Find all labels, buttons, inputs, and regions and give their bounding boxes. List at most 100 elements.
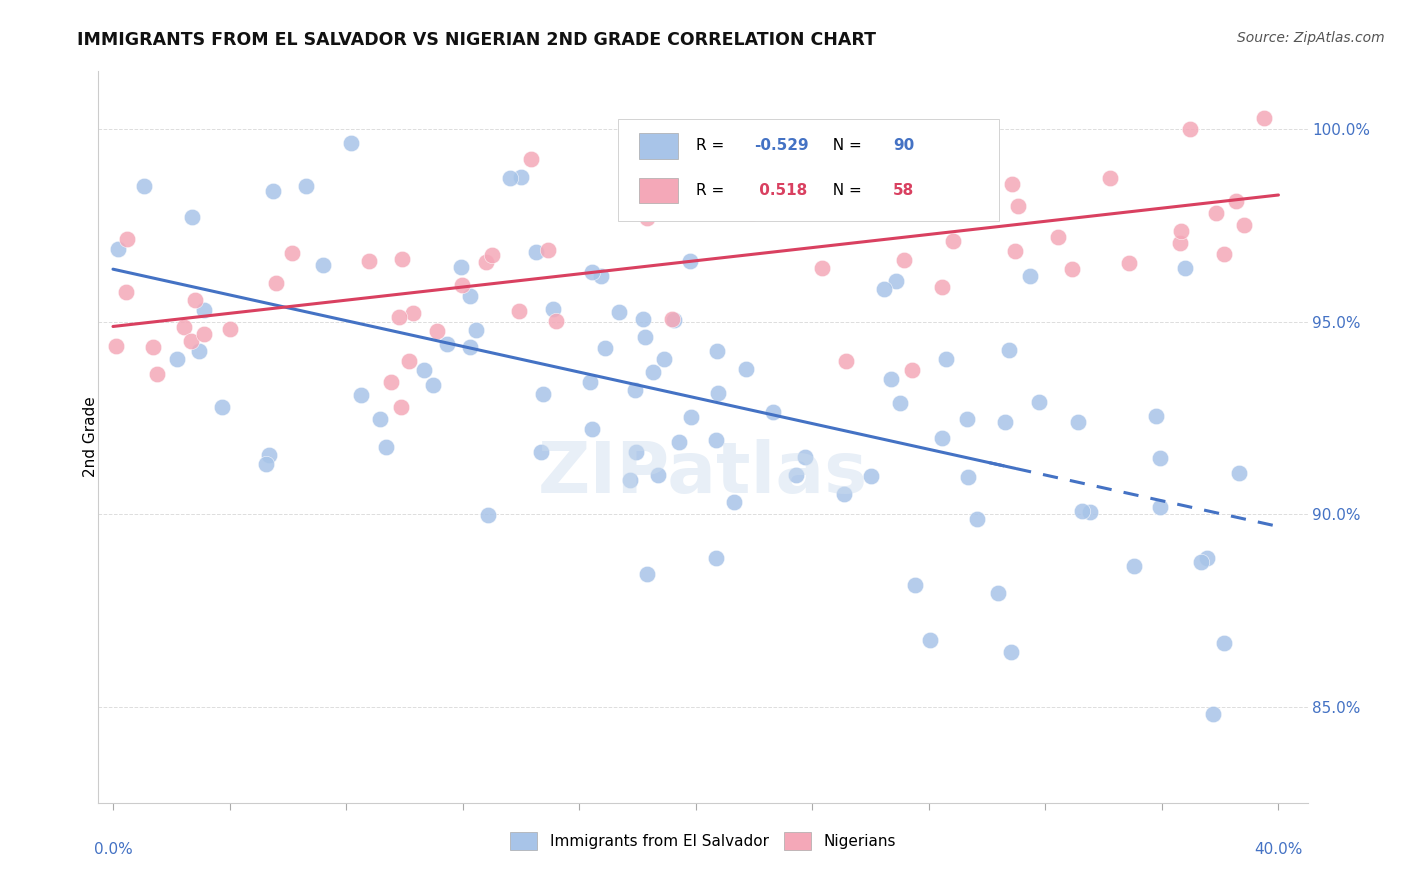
- Point: [1019, 268, 1042, 283]
- Point: [520, 152, 543, 166]
- Point: [350, 388, 373, 402]
- Text: 90: 90: [893, 138, 914, 153]
- Point: [641, 365, 664, 379]
- Point: [1028, 395, 1050, 409]
- Point: [619, 474, 641, 488]
- Legend: Immigrants from El Salvador, Nigerians: Immigrants from El Salvador, Nigerians: [510, 832, 896, 850]
- Y-axis label: 2nd Grade: 2nd Grade: [83, 397, 97, 477]
- Point: [1118, 256, 1140, 270]
- Point: [706, 344, 728, 359]
- Point: [1195, 551, 1218, 566]
- Point: [180, 210, 202, 224]
- Point: [180, 334, 202, 348]
- Point: [889, 396, 911, 410]
- Text: ZIPatlas: ZIPatlas: [538, 439, 868, 508]
- Point: [893, 253, 915, 268]
- Point: [389, 400, 412, 414]
- Point: [499, 170, 522, 185]
- Point: [1233, 218, 1256, 232]
- Text: Source: ZipAtlas.com: Source: ZipAtlas.com: [1237, 31, 1385, 45]
- Point: [145, 367, 167, 381]
- Point: [681, 409, 703, 424]
- Text: -0.529: -0.529: [754, 138, 808, 153]
- Point: [624, 383, 647, 397]
- Text: R =: R =: [696, 138, 728, 153]
- Point: [987, 585, 1010, 599]
- Text: 0.0%: 0.0%: [94, 842, 132, 856]
- Point: [508, 304, 530, 318]
- Point: [998, 343, 1021, 357]
- Text: R =: R =: [696, 183, 728, 198]
- Point: [187, 343, 209, 358]
- Point: [166, 351, 188, 366]
- Point: [624, 445, 647, 459]
- Text: 0.518: 0.518: [754, 183, 807, 198]
- Point: [451, 278, 474, 293]
- Text: 58: 58: [893, 183, 914, 198]
- Point: [450, 260, 472, 274]
- Point: [465, 324, 488, 338]
- Point: [1212, 636, 1234, 650]
- Point: [723, 495, 745, 509]
- Point: [530, 445, 553, 459]
- Point: [183, 293, 205, 307]
- Point: [1060, 262, 1083, 277]
- Point: [254, 458, 277, 472]
- Point: [652, 352, 675, 367]
- Point: [264, 277, 287, 291]
- Point: [811, 260, 834, 275]
- Text: N =: N =: [823, 138, 866, 153]
- Point: [1149, 450, 1171, 465]
- Point: [510, 169, 533, 184]
- Point: [402, 306, 425, 320]
- Text: IMMIGRANTS FROM EL SALVADOR VS NIGERIAN 2ND GRADE CORRELATION CHART: IMMIGRANTS FROM EL SALVADOR VS NIGERIAN …: [77, 31, 876, 49]
- Point: [581, 265, 603, 279]
- Point: [668, 434, 690, 449]
- Point: [879, 372, 901, 386]
- Point: [994, 415, 1017, 429]
- Point: [631, 312, 654, 326]
- Point: [589, 268, 612, 283]
- Point: [607, 305, 630, 319]
- Point: [481, 247, 503, 261]
- Point: [1067, 415, 1090, 429]
- Point: [436, 337, 458, 351]
- Point: [475, 254, 498, 268]
- FancyBboxPatch shape: [638, 133, 678, 159]
- Point: [281, 246, 304, 260]
- Point: [636, 567, 658, 582]
- Point: [1170, 224, 1192, 238]
- Point: [707, 386, 730, 401]
- Point: [398, 354, 420, 368]
- Point: [859, 469, 882, 483]
- Point: [893, 203, 915, 218]
- Point: [388, 310, 411, 324]
- Point: [634, 329, 657, 343]
- Point: [380, 375, 402, 389]
- FancyBboxPatch shape: [638, 178, 678, 203]
- Point: [107, 243, 129, 257]
- Point: [873, 282, 896, 296]
- Point: [1047, 230, 1070, 244]
- Point: [806, 199, 828, 213]
- Point: [1123, 559, 1146, 574]
- Point: [368, 412, 391, 426]
- FancyBboxPatch shape: [619, 119, 1000, 221]
- Point: [920, 633, 942, 648]
- Point: [211, 400, 233, 414]
- Point: [636, 211, 658, 226]
- Point: [794, 450, 817, 465]
- Point: [647, 468, 669, 483]
- Point: [966, 511, 988, 525]
- Text: N =: N =: [823, 183, 866, 198]
- Point: [904, 578, 927, 592]
- Point: [956, 470, 979, 484]
- Point: [142, 341, 165, 355]
- Point: [262, 184, 284, 198]
- Point: [219, 321, 242, 335]
- Point: [835, 353, 858, 368]
- Point: [134, 179, 156, 194]
- Point: [970, 171, 993, 186]
- Point: [1098, 170, 1121, 185]
- Point: [581, 422, 603, 436]
